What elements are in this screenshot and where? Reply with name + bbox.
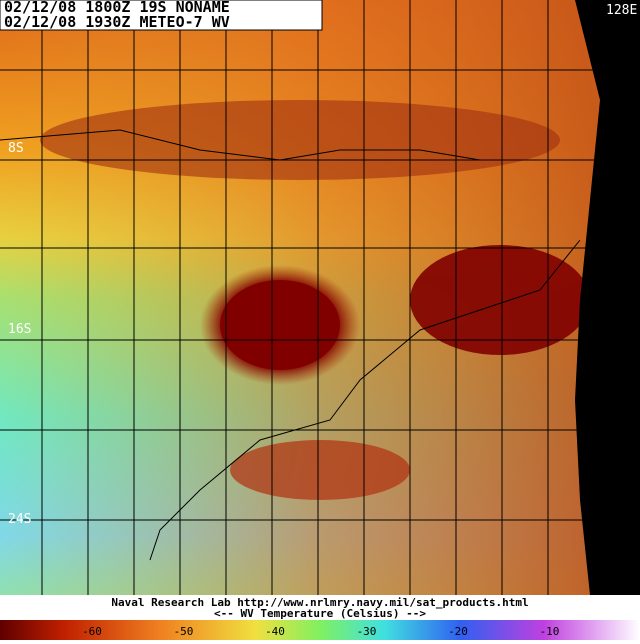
satellite-image: 8S 16S 24S 128E xyxy=(0,0,640,595)
header-box xyxy=(0,0,323,31)
header-line: 02/12/08 1930Z METEO-7 WV xyxy=(4,13,230,31)
colorbar-tick-label: -20 xyxy=(448,625,468,638)
credit: Naval Research Lab http://www.nrlmry.nav… xyxy=(111,596,528,609)
colorbar-ticks: -60 -50 -40 -30 -20 -10 xyxy=(82,625,559,638)
footer-box xyxy=(0,595,640,620)
header-line: 02/12/08 1800Z 19S NONAME xyxy=(4,0,230,16)
colorbar-tick-label: -60 xyxy=(82,625,102,638)
colorbar xyxy=(0,620,640,640)
colorbar-tick-label: -40 xyxy=(265,625,285,638)
lat-label: 16S xyxy=(8,322,31,337)
lon-label: 128E xyxy=(606,3,637,18)
colorbar-tick-label: -50 xyxy=(174,625,194,638)
colorbar-tick-label: -30 xyxy=(357,625,377,638)
lat-lon-grid xyxy=(0,0,640,595)
colorbar-tick-label: -10 xyxy=(540,625,560,638)
lat-label: 24S xyxy=(8,512,31,527)
legend-title: <-- WV Temperature (Celsius) --> xyxy=(214,607,426,620)
lat-label: 8S xyxy=(8,141,24,156)
